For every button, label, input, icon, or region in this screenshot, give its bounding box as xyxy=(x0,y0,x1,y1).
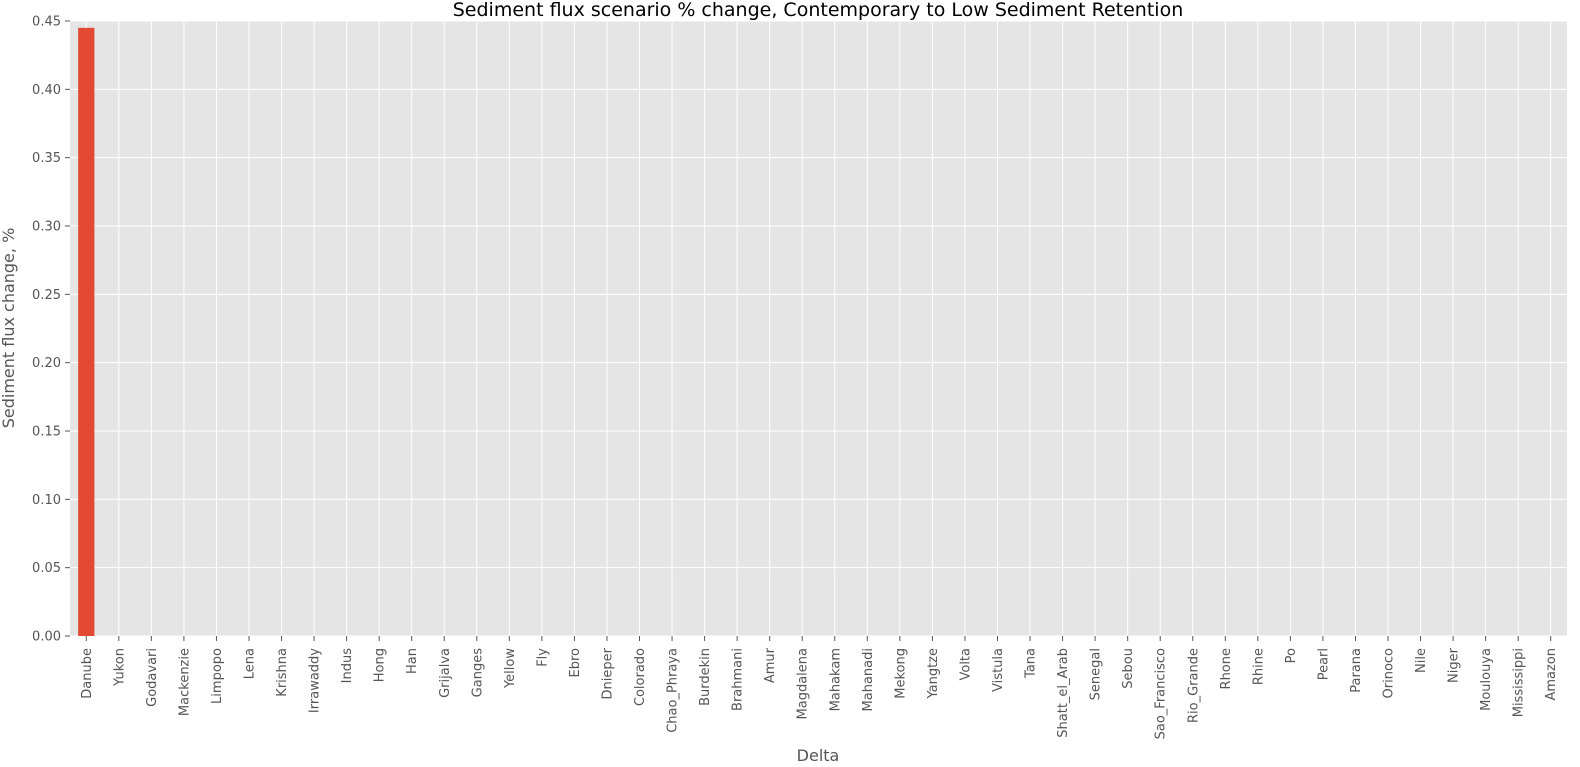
grid-lines xyxy=(70,20,1567,637)
y-axis-ticks: 0.00 0.05 0.10 0.15 0.20 0.25 0.30 0.35 0.40 0.45 xyxy=(32,15,70,645)
x-tick-label: Han xyxy=(405,648,420,674)
y-tick-label: 0.05 xyxy=(32,561,61,576)
x-tick-label: Rio_Grande xyxy=(1186,648,1201,723)
y-tick-label: 0.20 xyxy=(32,356,61,371)
x-tick-label: Mahakam xyxy=(828,648,843,711)
x-tick-label: Limpopo xyxy=(210,648,225,704)
x-tick-label: Magdalena xyxy=(796,648,811,719)
x-axis-ticks: Danube Yukon Godavari Mackenzie Limpopo Lena K… xyxy=(80,636,1559,739)
y-tick-label: 0.45 xyxy=(32,15,61,30)
x-tick-label: Brahmani xyxy=(731,648,746,711)
x-tick-label: Hong xyxy=(373,648,388,682)
x-tick-label: Tana xyxy=(1024,648,1039,679)
y-tick-label: 0.40 xyxy=(32,83,61,98)
y-tick-label: 0.25 xyxy=(32,288,61,303)
x-tick-label: Sebou xyxy=(1121,648,1136,689)
x-tick-label: Rhone xyxy=(1219,648,1234,689)
x-tick-label: Sao_Francisco xyxy=(1154,648,1169,739)
x-tick-label: Yangtze xyxy=(926,648,941,700)
x-tick-label: Indus xyxy=(340,648,355,684)
y-axis-title: Sediment flux change, % xyxy=(0,228,18,429)
x-tick-label: Danube xyxy=(80,648,95,699)
x-tick-label: Fly xyxy=(535,648,550,667)
x-tick-label: Pearl xyxy=(1316,648,1331,680)
x-tick-label: Amazon xyxy=(1544,648,1559,701)
bars xyxy=(78,27,95,637)
y-tick-label: 0.10 xyxy=(32,493,61,508)
x-tick-label: Parana xyxy=(1349,648,1364,693)
x-tick-label: Dnieper xyxy=(600,647,615,699)
x-tick-label: Po xyxy=(1284,648,1299,663)
x-tick-label: Nile xyxy=(1414,648,1429,673)
x-tick-label: Orinoco xyxy=(1382,648,1397,699)
x-tick-label: Amur xyxy=(763,647,778,683)
x-tick-label: Yellow xyxy=(503,648,518,689)
x-tick-label: Chao_Phraya xyxy=(666,648,681,733)
x-tick-label: Vistula xyxy=(991,648,1006,692)
x-tick-label: Godavari xyxy=(145,648,160,707)
x-axis-title: Delta xyxy=(797,746,840,765)
x-tick-label: Lena xyxy=(242,648,257,679)
x-tick-label: Irrawaddy xyxy=(308,648,323,713)
chart-title: Sediment flux scenario % change, Contemp… xyxy=(453,0,1184,21)
x-tick-label: Ganges xyxy=(470,648,485,698)
x-tick-label: Ebro xyxy=(568,648,583,678)
x-tick-label: Niger xyxy=(1447,647,1462,683)
plot-area xyxy=(70,21,1567,636)
y-tick-label: 0.35 xyxy=(32,151,61,166)
x-tick-label: Shatt_el_Arab xyxy=(1056,648,1071,738)
y-tick-label: 0.30 xyxy=(32,220,61,235)
x-tick-label: Krishna xyxy=(275,648,290,697)
x-tick-label: Rhine xyxy=(1251,648,1266,685)
x-tick-label: Grijalva xyxy=(438,648,453,698)
x-tick-label: Mississippi xyxy=(1512,648,1527,717)
x-tick-label: Moulouya xyxy=(1479,648,1494,711)
bar-danube xyxy=(78,27,95,637)
y-tick-label: 0.15 xyxy=(32,425,61,440)
x-tick-label: Volta xyxy=(958,648,973,681)
x-tick-label: Senegal xyxy=(1089,648,1104,700)
x-tick-label: Burdekin xyxy=(698,648,713,706)
x-tick-label: Yukon xyxy=(112,648,127,687)
x-tick-label: Colorado xyxy=(633,648,648,706)
x-tick-label: Mekong xyxy=(893,648,908,699)
x-tick-label: Mahanadi xyxy=(861,648,876,711)
x-tick-label: Mackenzie xyxy=(177,648,192,716)
y-tick-label: 0.00 xyxy=(32,630,61,645)
